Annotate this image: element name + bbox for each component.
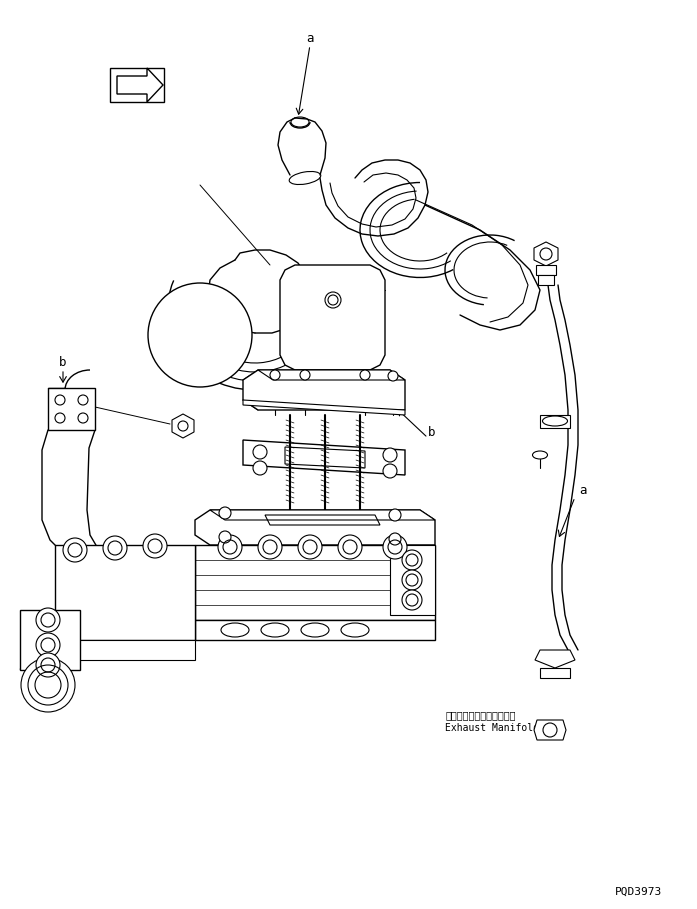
Polygon shape — [55, 545, 195, 640]
Text: b: b — [428, 425, 436, 438]
Circle shape — [218, 535, 242, 559]
Polygon shape — [48, 388, 95, 430]
Ellipse shape — [341, 623, 369, 637]
Circle shape — [253, 461, 267, 475]
Polygon shape — [534, 242, 558, 266]
Circle shape — [148, 283, 252, 387]
Ellipse shape — [533, 451, 548, 459]
Polygon shape — [20, 610, 80, 670]
Circle shape — [178, 421, 188, 431]
Text: Exhaust Manifold: Exhaust Manifold — [445, 723, 539, 733]
Circle shape — [402, 570, 422, 590]
Polygon shape — [243, 400, 405, 415]
Circle shape — [388, 371, 398, 381]
Circle shape — [389, 533, 401, 545]
Circle shape — [298, 535, 322, 559]
Circle shape — [21, 658, 75, 712]
Text: PQD3973: PQD3973 — [615, 887, 662, 897]
Circle shape — [258, 535, 282, 559]
Text: a: a — [579, 484, 587, 496]
Polygon shape — [110, 68, 164, 102]
Polygon shape — [195, 545, 435, 620]
Circle shape — [543, 723, 557, 737]
Polygon shape — [540, 668, 570, 678]
Circle shape — [383, 535, 407, 559]
Circle shape — [55, 395, 65, 405]
Polygon shape — [536, 265, 556, 275]
Ellipse shape — [301, 623, 329, 637]
Polygon shape — [280, 265, 385, 370]
Text: エキゾーストマニホールド: エキゾーストマニホールド — [445, 710, 516, 720]
Circle shape — [143, 534, 167, 558]
Polygon shape — [534, 720, 566, 740]
Circle shape — [270, 370, 280, 380]
Circle shape — [253, 445, 267, 459]
Ellipse shape — [261, 623, 289, 637]
Text: FWD: FWD — [122, 80, 142, 90]
Polygon shape — [243, 370, 405, 410]
Polygon shape — [535, 650, 575, 668]
Circle shape — [540, 248, 552, 260]
Polygon shape — [195, 510, 435, 545]
Polygon shape — [540, 415, 570, 428]
Circle shape — [389, 509, 401, 521]
Circle shape — [360, 370, 370, 380]
Circle shape — [78, 413, 88, 423]
Circle shape — [63, 538, 87, 562]
Ellipse shape — [542, 416, 567, 426]
Ellipse shape — [221, 623, 249, 637]
Polygon shape — [390, 545, 435, 615]
Circle shape — [55, 413, 65, 423]
Circle shape — [219, 531, 231, 543]
Circle shape — [383, 464, 397, 478]
Circle shape — [36, 608, 60, 632]
Polygon shape — [243, 440, 405, 475]
Circle shape — [338, 535, 362, 559]
Circle shape — [78, 395, 88, 405]
Circle shape — [103, 536, 127, 560]
Polygon shape — [210, 510, 435, 520]
Polygon shape — [172, 414, 194, 438]
Polygon shape — [258, 370, 405, 380]
Circle shape — [300, 370, 310, 380]
Text: a: a — [306, 32, 314, 45]
Circle shape — [402, 590, 422, 610]
Circle shape — [36, 633, 60, 657]
Circle shape — [36, 653, 60, 677]
Polygon shape — [117, 68, 163, 102]
Polygon shape — [195, 620, 435, 640]
Circle shape — [402, 550, 422, 570]
Circle shape — [219, 507, 231, 519]
Text: b: b — [59, 355, 67, 368]
Polygon shape — [538, 275, 554, 285]
Polygon shape — [55, 640, 195, 660]
Circle shape — [383, 448, 397, 462]
Circle shape — [325, 292, 341, 308]
